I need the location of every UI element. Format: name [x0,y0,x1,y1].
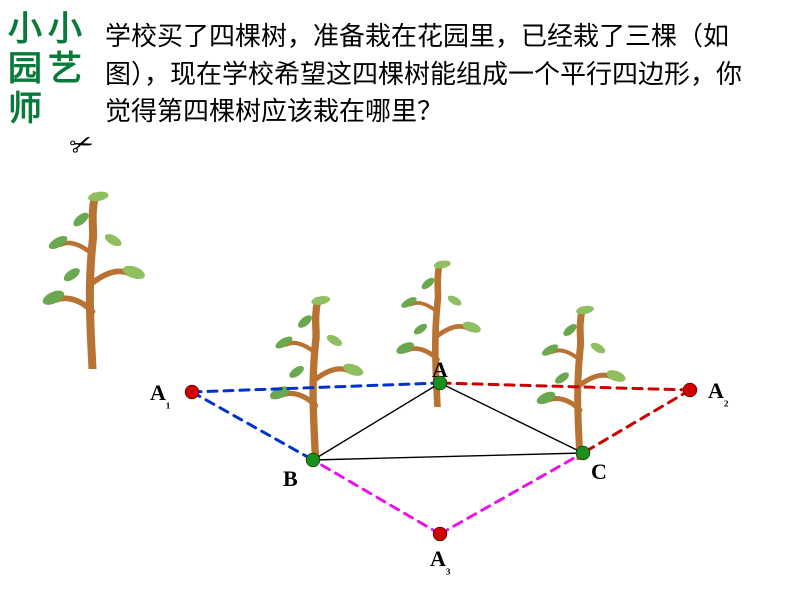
point-label: A₂ [708,378,729,408]
point-label: A [432,357,448,383]
geometry-diagram [0,0,794,596]
point-label: B [283,466,298,492]
point-label: A₃ [430,546,451,576]
point-label: C [591,459,607,485]
point-label: A₁ [150,380,171,410]
